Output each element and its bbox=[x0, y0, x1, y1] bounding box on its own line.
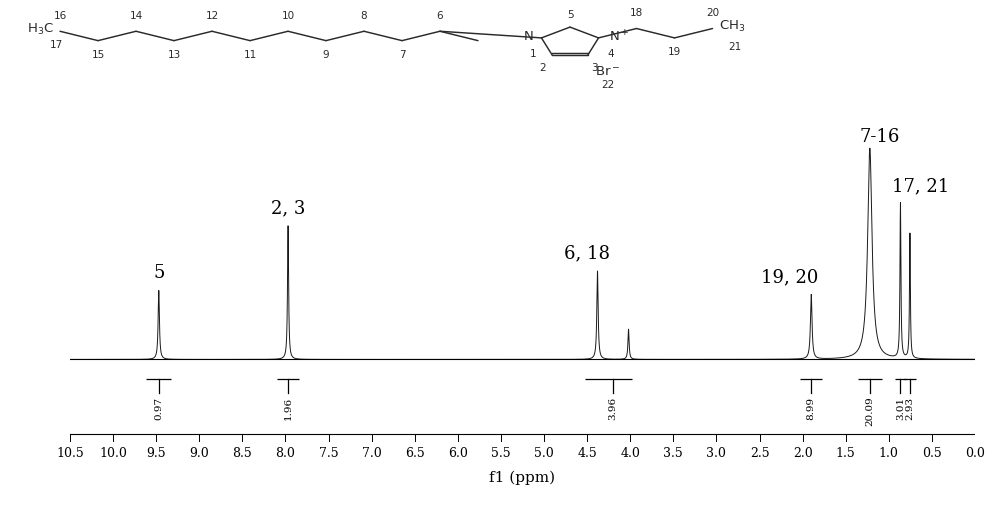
Text: 3.5: 3.5 bbox=[663, 446, 683, 460]
Text: 9: 9 bbox=[323, 50, 329, 60]
Text: 19, 20: 19, 20 bbox=[761, 268, 818, 286]
Text: 0.5: 0.5 bbox=[922, 446, 942, 460]
Text: 9.5: 9.5 bbox=[146, 446, 166, 460]
Text: 1.96: 1.96 bbox=[284, 396, 293, 420]
Text: 1.5: 1.5 bbox=[836, 446, 856, 460]
Text: 7: 7 bbox=[399, 50, 405, 60]
Text: 5.5: 5.5 bbox=[491, 446, 511, 460]
Text: 13: 13 bbox=[167, 50, 181, 60]
Text: N$^+$: N$^+$ bbox=[609, 29, 629, 44]
Text: 17: 17 bbox=[49, 40, 63, 51]
Text: 0.0: 0.0 bbox=[965, 446, 985, 460]
Text: 8: 8 bbox=[361, 11, 367, 21]
Text: 2.5: 2.5 bbox=[750, 446, 769, 460]
Text: 15: 15 bbox=[91, 50, 105, 60]
Text: 3.01: 3.01 bbox=[896, 396, 905, 420]
Text: 6, 18: 6, 18 bbox=[564, 244, 610, 263]
Text: 6.5: 6.5 bbox=[405, 446, 425, 460]
Text: 4: 4 bbox=[607, 49, 614, 59]
Text: 4.0: 4.0 bbox=[620, 446, 640, 460]
Text: 12: 12 bbox=[205, 11, 219, 21]
Text: 16: 16 bbox=[53, 11, 67, 21]
Text: 11: 11 bbox=[243, 50, 257, 60]
Text: 17, 21: 17, 21 bbox=[892, 178, 949, 195]
Text: 2, 3: 2, 3 bbox=[271, 199, 305, 217]
Text: 2.0: 2.0 bbox=[793, 446, 812, 460]
Text: 10.5: 10.5 bbox=[56, 446, 84, 460]
Text: 6: 6 bbox=[437, 11, 443, 21]
Text: 22: 22 bbox=[601, 80, 615, 91]
Text: 21: 21 bbox=[728, 42, 741, 52]
Text: CH$_3$: CH$_3$ bbox=[719, 19, 745, 34]
Text: 1.0: 1.0 bbox=[879, 446, 899, 460]
Text: 1: 1 bbox=[530, 49, 537, 59]
Text: 5.0: 5.0 bbox=[534, 446, 554, 460]
Text: 5: 5 bbox=[567, 10, 573, 20]
Text: 2: 2 bbox=[540, 63, 546, 73]
Text: 2.93: 2.93 bbox=[905, 396, 914, 420]
Text: 14: 14 bbox=[129, 11, 143, 21]
Text: 19: 19 bbox=[668, 47, 681, 57]
Text: 20.09: 20.09 bbox=[865, 396, 874, 426]
Text: 3.96: 3.96 bbox=[609, 396, 618, 420]
Text: f1 (ppm): f1 (ppm) bbox=[489, 470, 556, 485]
Text: 7.0: 7.0 bbox=[362, 446, 382, 460]
Text: 18: 18 bbox=[630, 8, 643, 18]
Text: 0.97: 0.97 bbox=[154, 396, 163, 420]
Text: 8.5: 8.5 bbox=[233, 446, 252, 460]
Text: 10.0: 10.0 bbox=[99, 446, 127, 460]
Text: 7-16: 7-16 bbox=[860, 128, 900, 146]
Text: 6.0: 6.0 bbox=[448, 446, 468, 460]
Text: 20: 20 bbox=[706, 8, 719, 18]
Text: 7.5: 7.5 bbox=[319, 446, 338, 460]
Text: 4.5: 4.5 bbox=[577, 446, 597, 460]
Text: 8.99: 8.99 bbox=[807, 396, 816, 420]
Text: 8.0: 8.0 bbox=[276, 446, 295, 460]
Text: 3.0: 3.0 bbox=[706, 446, 726, 460]
Text: 5: 5 bbox=[153, 264, 164, 282]
Text: H$_3$C: H$_3$C bbox=[27, 22, 54, 36]
Text: N: N bbox=[524, 30, 533, 43]
Text: Br$^-$: Br$^-$ bbox=[595, 65, 621, 78]
Text: 9.0: 9.0 bbox=[189, 446, 209, 460]
Text: 10: 10 bbox=[281, 11, 295, 21]
Text: 3: 3 bbox=[592, 63, 598, 73]
